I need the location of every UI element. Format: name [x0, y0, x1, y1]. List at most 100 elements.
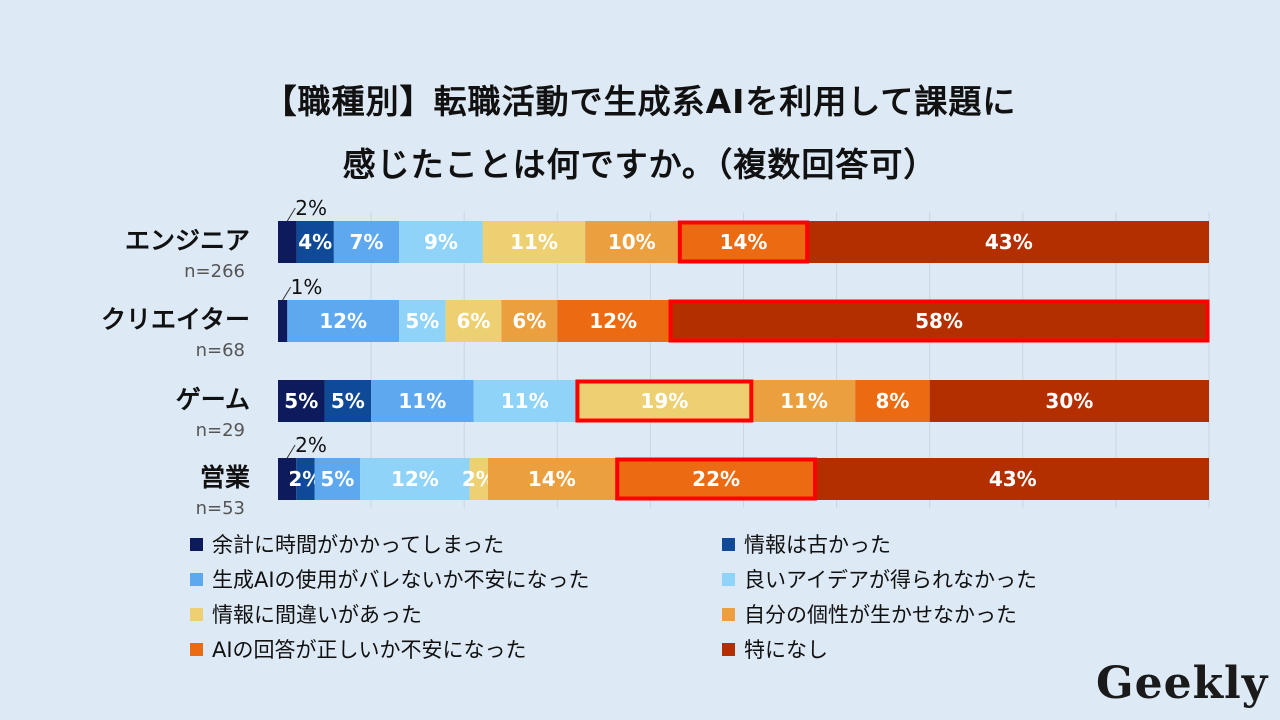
data-label: 43% — [989, 467, 1037, 491]
bar-segment — [445, 300, 502, 342]
bar-segment — [314, 458, 361, 500]
bar-segment — [469, 458, 488, 500]
data-label: 10% — [608, 230, 656, 254]
callout-label: 2% — [295, 433, 327, 457]
data-label: 7% — [349, 230, 383, 254]
bar-segment — [678, 221, 809, 263]
bar-segment — [487, 458, 616, 500]
category-label: エンジニア — [125, 226, 250, 255]
legend-swatch — [190, 572, 203, 586]
legend-item: 余計に時間がかかってしまった — [190, 529, 504, 559]
bar-segment — [808, 221, 1209, 263]
data-label: 19% — [640, 389, 688, 413]
legend-label: 余計に時間がかかってしまった — [212, 533, 505, 557]
legend-label: 生成AIの使用がバレないか不安になった — [212, 568, 590, 592]
bar-segment — [669, 300, 1209, 342]
bar-segment — [615, 458, 817, 500]
legend-label: 情報は古かった — [744, 533, 891, 557]
category-n-label: n=68 — [196, 340, 245, 361]
data-label: 12% — [589, 309, 637, 333]
highlight-box — [615, 457, 818, 501]
data-label: 14% — [720, 230, 768, 254]
bar-segment — [324, 380, 372, 422]
bar-segment — [278, 221, 297, 263]
legend-item: 特になし — [722, 634, 828, 664]
data-label: 5% — [331, 389, 365, 413]
legend-label: 情報に間違いがあった — [212, 603, 422, 627]
data-label: 5% — [284, 389, 318, 413]
legend-swatch — [190, 607, 203, 621]
chart-title-line2: 感じたことは何ですか。（複数回答可） — [342, 145, 938, 184]
legend-swatch — [722, 572, 735, 586]
legend-swatch — [722, 642, 735, 656]
data-label: 11% — [510, 230, 558, 254]
category-label: ゲーム — [176, 385, 250, 414]
bar-segment — [585, 221, 679, 263]
bar-segment — [929, 380, 1209, 422]
legend-label: 良いアイデアが得られなかった — [744, 568, 1037, 592]
data-label: 22% — [692, 467, 740, 491]
legend-swatch — [190, 642, 203, 656]
data-label: 58% — [915, 309, 963, 333]
bar-segment — [482, 221, 586, 263]
data-label: 4% — [298, 230, 332, 254]
data-label: 30% — [1045, 389, 1093, 413]
callout-label: 1% — [291, 275, 323, 299]
legend-item: 情報は古かった — [722, 529, 891, 559]
data-label: 11% — [780, 389, 828, 413]
category-label: クリエイター — [101, 305, 250, 334]
highlight-box — [575, 379, 754, 423]
bar-segment — [371, 380, 474, 422]
callout-leader — [286, 444, 296, 459]
bar-segment — [278, 458, 297, 500]
legend-label: 自分の個性が生かせなかった — [744, 603, 1017, 627]
callout-leader — [286, 207, 296, 222]
legend-label: AIの回答が正しいか不安になった — [212, 638, 527, 662]
bar-segment — [575, 380, 753, 422]
bar-segment — [399, 300, 446, 342]
legend-item: 生成AIの使用がバレないか不安になった — [190, 564, 590, 594]
bar-segment — [278, 300, 288, 342]
legend-item: 良いアイデアが得られなかった — [722, 564, 1037, 594]
data-label: 12% — [319, 309, 367, 333]
data-label: 12% — [391, 467, 439, 491]
highlight-box — [677, 220, 810, 264]
data-label: 14% — [528, 467, 576, 491]
data-label: 5% — [405, 309, 439, 333]
bar-segment — [278, 380, 325, 422]
bar-segment — [752, 380, 856, 422]
bar-segment — [287, 300, 400, 342]
bar-segment — [473, 380, 576, 422]
legend-swatch — [722, 537, 735, 551]
data-label: 9% — [424, 230, 458, 254]
category-n-label: n=29 — [196, 420, 245, 441]
category-n-label: n=266 — [184, 261, 245, 282]
bar-segment — [501, 300, 558, 342]
legend-item: 自分の個性が生かせなかった — [722, 599, 1017, 629]
legend-item: 情報に間違いがあった — [190, 599, 422, 629]
legend-swatch — [190, 537, 203, 551]
bar-segment — [296, 458, 315, 500]
highlight-box — [668, 299, 1210, 343]
geekly-logo: Geekly — [1096, 658, 1269, 709]
data-label: 11% — [398, 389, 446, 413]
bar-segment — [557, 300, 670, 342]
data-label: 5% — [320, 467, 354, 491]
data-label: 11% — [501, 389, 549, 413]
bar-segment — [333, 221, 400, 263]
category-n-label: n=53 — [196, 498, 245, 519]
callout-label: 2% — [295, 196, 327, 220]
bar-segment — [360, 458, 470, 500]
callout-leader — [282, 286, 292, 301]
data-label: 6% — [457, 309, 491, 333]
bar-segment — [816, 458, 1209, 500]
data-label: 6% — [512, 309, 546, 333]
data-label: 43% — [985, 230, 1033, 254]
legend-label: 特になし — [744, 638, 828, 662]
legend-swatch — [722, 607, 735, 621]
chart-title-line1: 【職種別】転職活動で生成系AIを利用して課題に — [263, 82, 1017, 121]
bar-segment — [296, 221, 334, 263]
bar-segment — [399, 221, 483, 263]
data-label: 8% — [875, 389, 909, 413]
